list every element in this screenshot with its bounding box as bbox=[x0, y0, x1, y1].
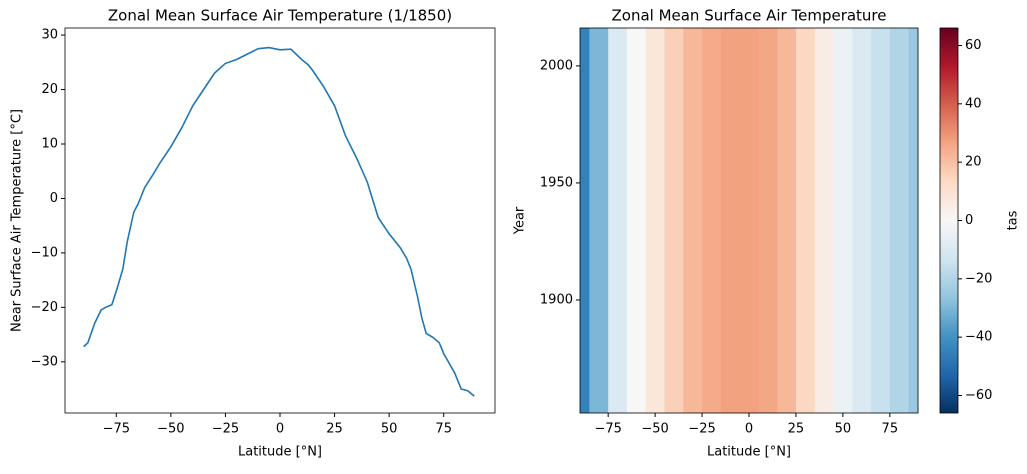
heat-cell bbox=[871, 28, 891, 413]
colorbar-tick-label: 20 bbox=[965, 155, 982, 170]
colorbar-tick-label: −40 bbox=[965, 330, 992, 345]
heat-cell bbox=[720, 28, 741, 413]
x-tick-label: 75 bbox=[435, 422, 452, 437]
heat-cell bbox=[889, 28, 910, 413]
colorbar-tick-label: −20 bbox=[965, 271, 992, 286]
heat-cell bbox=[580, 28, 590, 413]
x-axis-label: Latitude [°N] bbox=[707, 445, 791, 460]
y-tick-label: 30 bbox=[41, 28, 58, 43]
colorbar-tick-label: 0 bbox=[965, 213, 973, 228]
y-tick-label: −20 bbox=[31, 300, 58, 315]
heat-cell bbox=[814, 28, 834, 413]
x-tick-label: −75 bbox=[103, 422, 130, 437]
y-tick-label: 20 bbox=[41, 82, 58, 97]
chart-title: Zonal Mean Surface Air Temperature bbox=[611, 7, 886, 25]
line bbox=[83, 46, 475, 397]
y-tick-label: 1950 bbox=[540, 175, 573, 190]
heat-cell bbox=[608, 28, 628, 413]
y-tick-label: 0 bbox=[50, 191, 58, 206]
colorbar bbox=[939, 27, 959, 414]
colorbar-tick-label: −60 bbox=[965, 388, 992, 403]
heat-cell bbox=[683, 28, 703, 413]
x-tick-label: 0 bbox=[276, 422, 284, 437]
colorbar-label: tas bbox=[1006, 210, 1021, 230]
y-tick-label: −30 bbox=[31, 354, 58, 369]
x-tick-label: −50 bbox=[641, 422, 668, 437]
chart-title: Zonal Mean Surface Air Temperature (1/18… bbox=[108, 7, 452, 25]
heat-cell bbox=[739, 28, 759, 413]
x-tick-label: 25 bbox=[788, 422, 805, 437]
y-tick-label: 10 bbox=[41, 136, 58, 151]
x-tick-label: 75 bbox=[882, 422, 899, 437]
colorbar-tick-label: 40 bbox=[965, 96, 982, 111]
heat-cell bbox=[795, 28, 816, 413]
heat-cell bbox=[833, 28, 853, 413]
heat-cell bbox=[589, 28, 609, 413]
y-tick-label: −10 bbox=[31, 245, 58, 260]
y-tick-label: 2000 bbox=[540, 58, 573, 73]
x-tick-label: −50 bbox=[157, 422, 184, 437]
y-axis-label: Year bbox=[513, 206, 528, 235]
y-tick-label: 1900 bbox=[540, 292, 573, 307]
heat-cell bbox=[626, 28, 647, 413]
x-tick-label: 25 bbox=[326, 422, 343, 437]
x-tick-label: −25 bbox=[688, 422, 715, 437]
x-axis-label: Latitude [°N] bbox=[238, 445, 322, 460]
heat-cell bbox=[777, 28, 797, 413]
x-tick-label: 0 bbox=[745, 422, 753, 437]
y-axis-label: Near Surface Air Temperature [°C] bbox=[10, 109, 25, 332]
x-tick-label: −75 bbox=[594, 422, 621, 437]
heat-cell bbox=[852, 28, 872, 413]
x-tick-label: −25 bbox=[212, 422, 239, 437]
axes-frame bbox=[64, 27, 496, 414]
heat-cell bbox=[702, 28, 722, 413]
heat-cell bbox=[645, 28, 665, 413]
heat-cell bbox=[664, 28, 684, 413]
heat-cell bbox=[758, 28, 778, 413]
heat-cell bbox=[908, 28, 919, 413]
x-tick-label: 50 bbox=[381, 422, 398, 437]
colorbar-tick-label: 60 bbox=[965, 38, 982, 53]
x-tick-label: 50 bbox=[835, 422, 852, 437]
